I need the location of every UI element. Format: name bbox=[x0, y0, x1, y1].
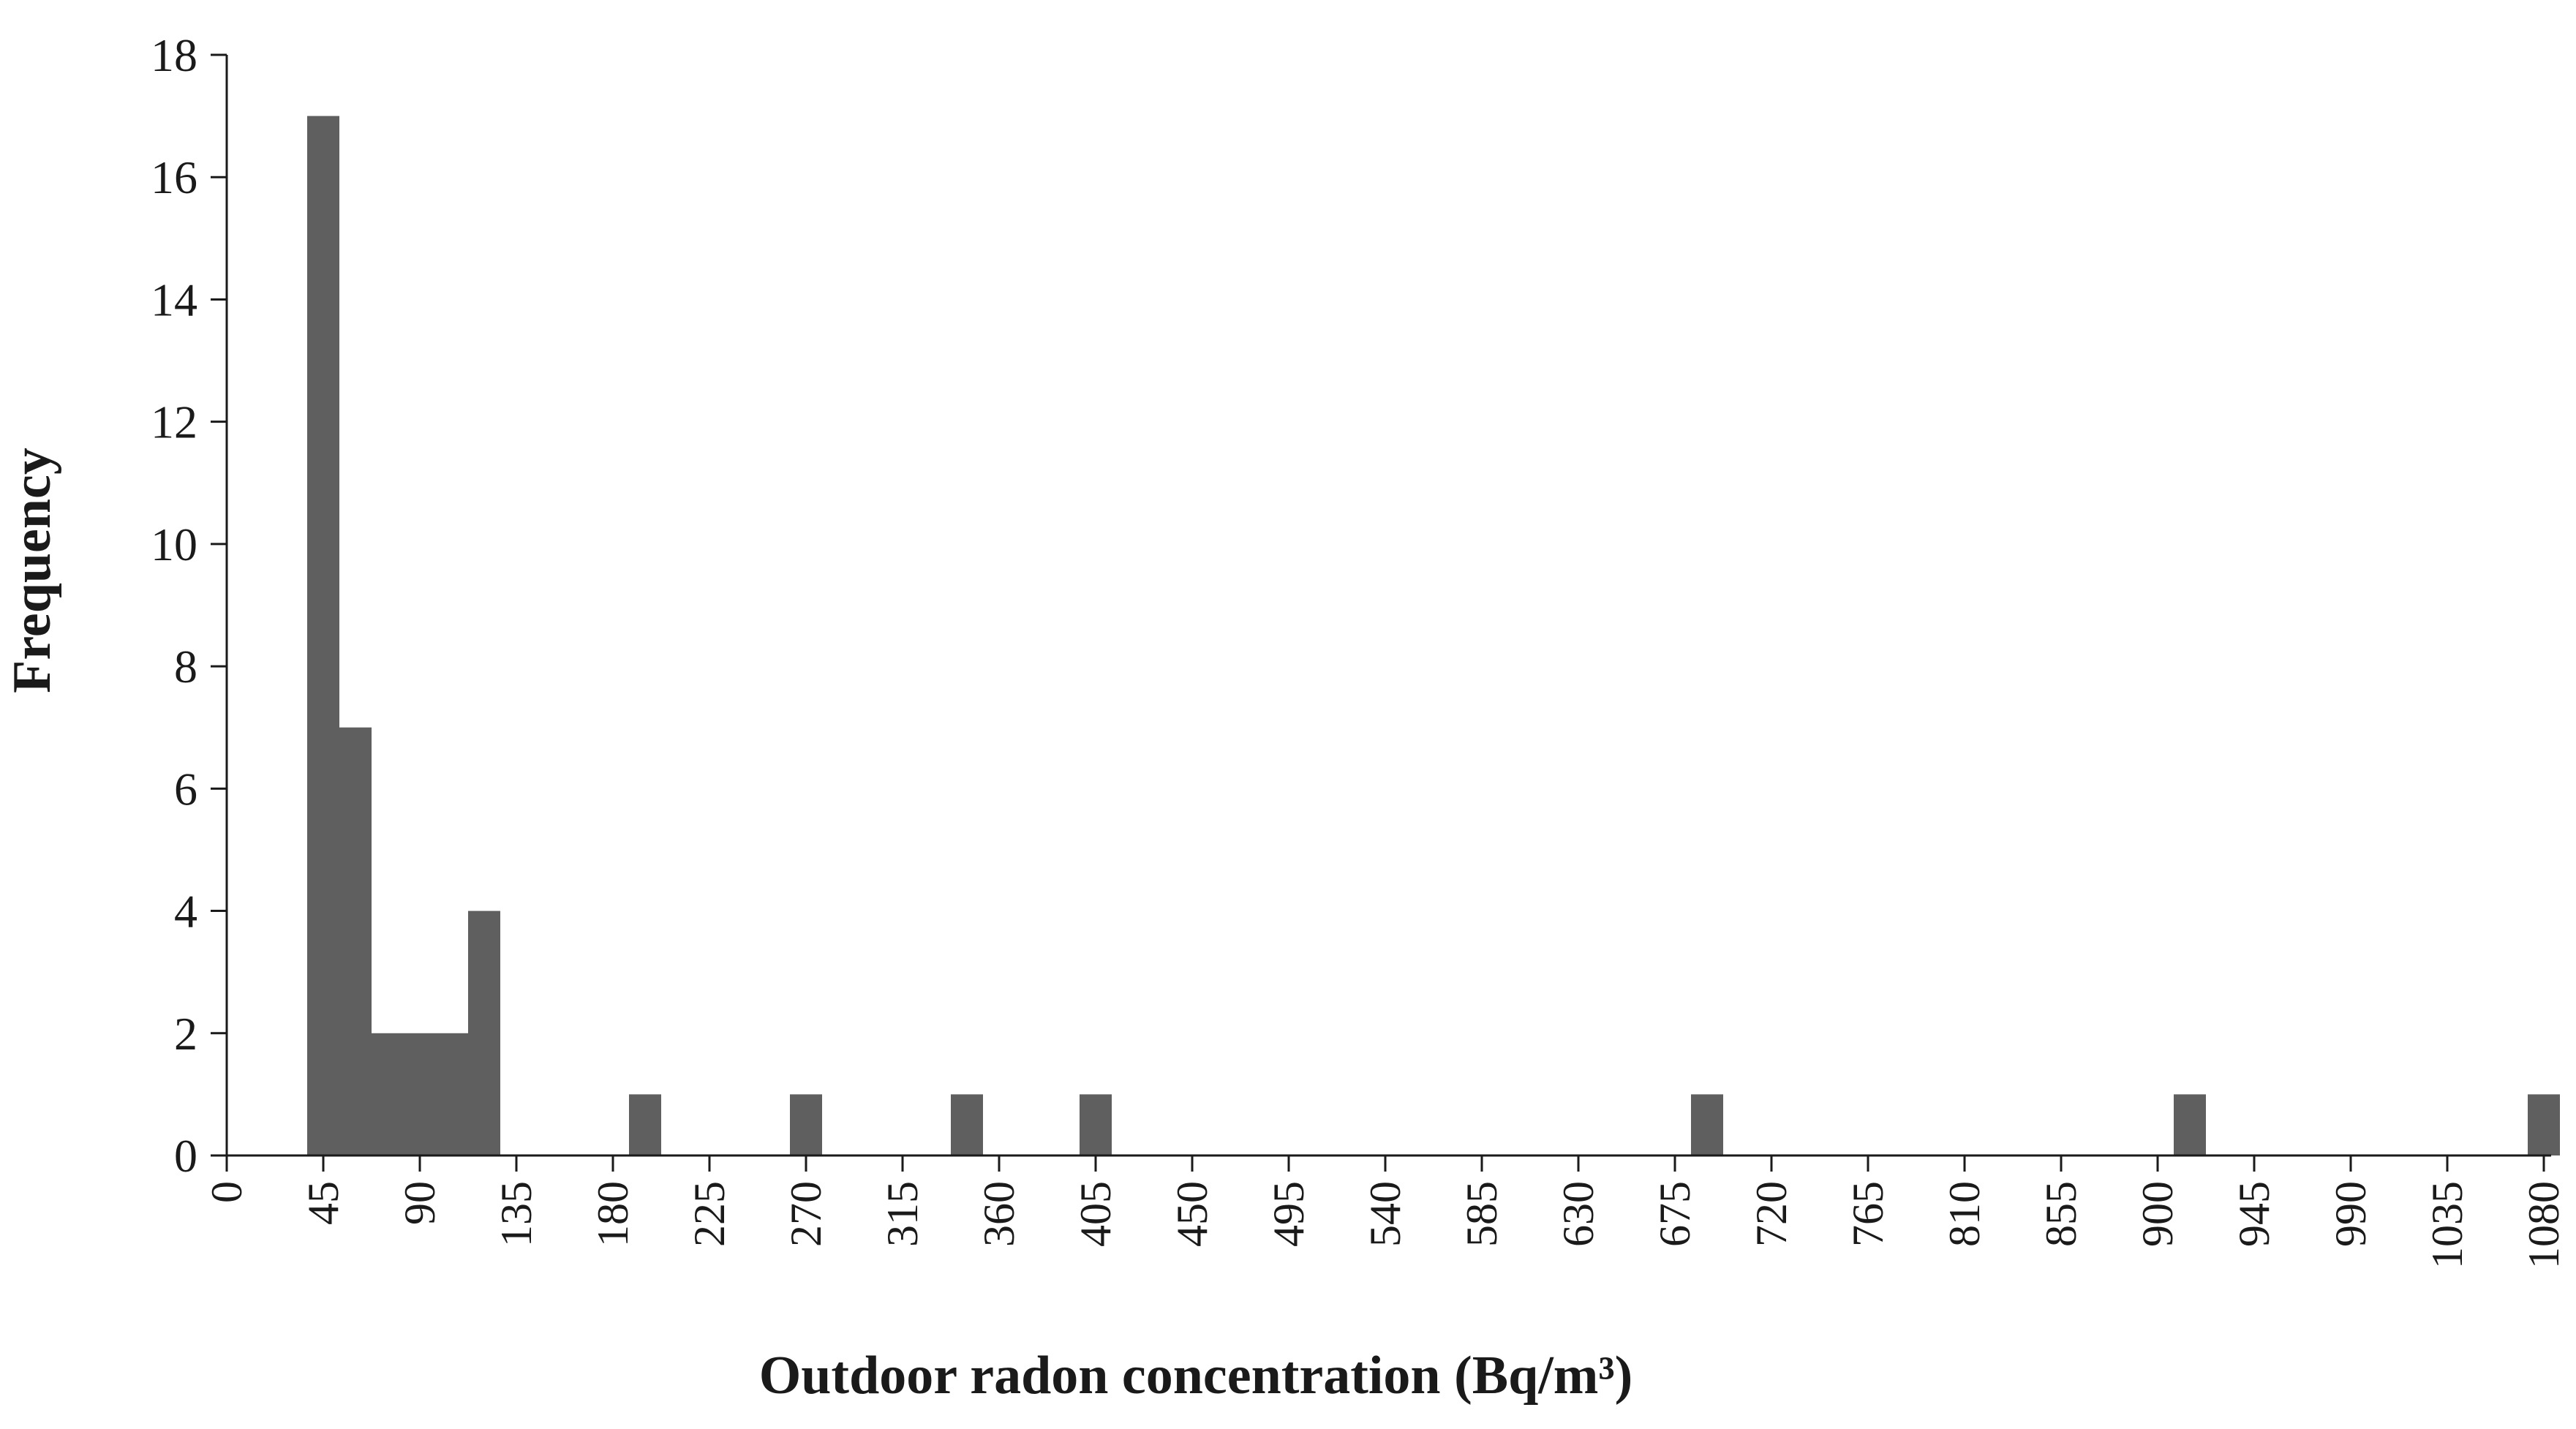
histogram-bar-75 bbox=[372, 1033, 404, 1155]
y-tick-label-14: 14 bbox=[151, 274, 197, 325]
x-axis-title: Outdoor radon concentration (Bq/m³) bbox=[759, 1346, 1633, 1406]
x-tick-label-945: 945 bbox=[2230, 1181, 2278, 1247]
x-tick-label-180: 180 bbox=[589, 1181, 637, 1247]
x-tick-label-1080: 1080 bbox=[2520, 1181, 2568, 1269]
histogram-bar-1080 bbox=[2528, 1094, 2560, 1155]
x-tick-label-900: 900 bbox=[2134, 1181, 2182, 1247]
histogram-bar-60 bbox=[339, 727, 372, 1155]
histogram-bar-90 bbox=[404, 1033, 436, 1155]
x-tick-label-360: 360 bbox=[975, 1181, 1023, 1247]
x-tick-label-540: 540 bbox=[1361, 1181, 1409, 1247]
x-tick-label-225: 225 bbox=[685, 1181, 734, 1247]
y-tick-label-0: 0 bbox=[174, 1130, 197, 1182]
y-tick-label-16: 16 bbox=[151, 151, 197, 203]
histogram-bar-345 bbox=[951, 1094, 983, 1155]
y-axis-title: Frequency bbox=[2, 448, 62, 693]
x-tick-label-90: 90 bbox=[396, 1181, 444, 1225]
x-tick-label-270: 270 bbox=[782, 1181, 830, 1247]
x-tick-label-45: 45 bbox=[299, 1181, 347, 1225]
x-tick-label-765: 765 bbox=[1844, 1181, 1892, 1247]
y-tick-label-10: 10 bbox=[151, 519, 197, 570]
histogram-bar-120 bbox=[468, 910, 500, 1155]
histogram-bar-690 bbox=[1691, 1094, 1723, 1155]
x-tick-label-630: 630 bbox=[1554, 1181, 1603, 1247]
y-tick-label-18: 18 bbox=[151, 29, 197, 81]
histogram-bar-45 bbox=[307, 116, 339, 1156]
x-tick-label-135: 135 bbox=[492, 1181, 541, 1247]
histogram-bar-405 bbox=[1080, 1094, 1112, 1155]
x-tick-label-1035: 1035 bbox=[2423, 1181, 2471, 1269]
x-tick-label-990: 990 bbox=[2327, 1181, 2375, 1247]
y-tick-label-4: 4 bbox=[174, 886, 197, 938]
histogram-bar-195 bbox=[629, 1094, 661, 1155]
y-tick-label-6: 6 bbox=[174, 763, 197, 815]
x-tick-label-0: 0 bbox=[203, 1181, 251, 1203]
x-tick-label-450: 450 bbox=[1168, 1181, 1216, 1247]
y-tick-label-2: 2 bbox=[174, 1008, 197, 1060]
x-tick-label-810: 810 bbox=[1940, 1181, 1989, 1247]
y-tick-label-12: 12 bbox=[151, 396, 197, 448]
x-tick-label-405: 405 bbox=[1072, 1181, 1120, 1247]
bars-layer bbox=[307, 116, 2560, 1156]
x-tick-label-855: 855 bbox=[2037, 1181, 2085, 1247]
histogram-bar-915 bbox=[2174, 1094, 2206, 1155]
y-tick-label-8: 8 bbox=[174, 641, 197, 693]
histogram-bar-105 bbox=[436, 1033, 468, 1155]
x-tick-label-315: 315 bbox=[878, 1181, 927, 1247]
x-tick-label-495: 495 bbox=[1265, 1181, 1313, 1247]
x-tick-label-675: 675 bbox=[1651, 1181, 1699, 1247]
histogram-bar-270 bbox=[790, 1094, 822, 1155]
axes-layer bbox=[211, 53, 2551, 1172]
x-tick-label-720: 720 bbox=[1747, 1181, 1796, 1247]
x-tick-label-585: 585 bbox=[1458, 1181, 1506, 1247]
